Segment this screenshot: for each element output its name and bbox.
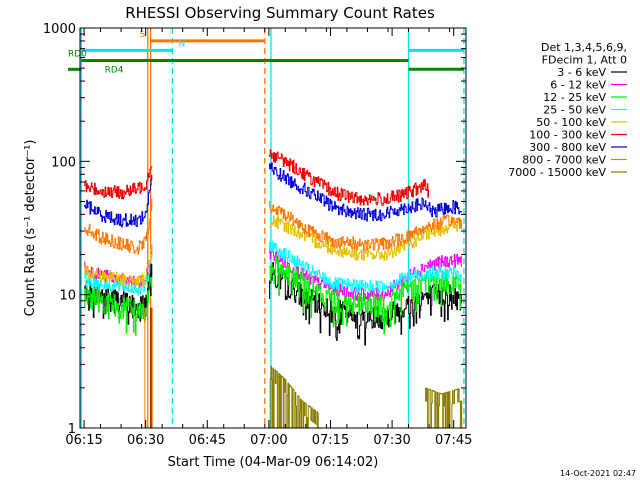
legend-entry-label: 12 - 25 keV xyxy=(543,91,606,104)
x-tick-label: 06:45 xyxy=(189,433,226,448)
x-tick-label: 06:15 xyxy=(65,433,102,448)
flag-label: RD0 xyxy=(68,50,87,60)
series-line-800-7000 xyxy=(84,198,153,255)
y-tick-label: 100 xyxy=(51,155,76,170)
series-line-100-300 xyxy=(84,166,153,200)
y-tick-label: 10 xyxy=(59,289,76,304)
series-line-3-6 xyxy=(268,262,462,346)
series-line-800-7000 xyxy=(268,200,462,251)
series-line-100-300 xyxy=(268,149,429,206)
flag-label: N xyxy=(179,39,186,49)
series-line-12-25 xyxy=(84,277,153,336)
y-axis-label: Count Rate (s⁻¹ detector⁻¹) xyxy=(23,140,38,317)
legend-entry-label: 7000 - 15000 keV xyxy=(508,166,606,179)
legend-entry-label: 3 - 6 keV xyxy=(557,66,606,79)
flag-label: RD4 xyxy=(105,65,124,75)
series-line-12-25 xyxy=(268,255,462,335)
legend-entry-label: 6 - 12 keV xyxy=(550,79,606,92)
series-line-300-800 xyxy=(268,162,462,222)
legend-header: FDecim 1, Att 0 xyxy=(542,54,627,67)
legend-header: Det 1,3,4,5,6,9, xyxy=(541,41,627,54)
series-line-7000-15000 xyxy=(268,365,319,428)
series-line-300-800 xyxy=(84,174,153,228)
y-tick-label: 1000 xyxy=(43,22,76,37)
legend-entry-label: 100 - 300 keV xyxy=(529,129,606,142)
x-tick-label: 07:45 xyxy=(435,433,472,448)
legend-entry-label: 300 - 800 keV xyxy=(529,141,606,154)
series-line-50-100 xyxy=(84,245,153,289)
series-line-25-50 xyxy=(268,240,462,294)
series-line-7000-15000 xyxy=(424,387,463,428)
legend-entry-label: 50 - 100 keV xyxy=(536,116,606,129)
legend-entry-label: 800 - 7000 keV xyxy=(522,154,606,167)
x-tick-label: 07:30 xyxy=(373,433,410,448)
flag-label: S xyxy=(140,30,146,40)
x-tick-label: 07:00 xyxy=(250,433,287,448)
chart-title: RHESSI Observing Summary Count Rates xyxy=(125,4,435,22)
x-tick-label: 07:15 xyxy=(312,433,349,448)
plot-frame xyxy=(79,27,467,429)
legend-entry-label: 25 - 50 keV xyxy=(543,104,606,117)
series-line-50-100 xyxy=(268,215,462,261)
y-tick-label: 1 xyxy=(68,422,76,437)
x-tick-label: 06:30 xyxy=(127,433,164,448)
footer-date: 14-Oct-2021 02:47 xyxy=(560,469,636,478)
x-axis-label: Start Time (04-Mar-09 06:14:02) xyxy=(168,455,379,470)
series-line-25-50 xyxy=(84,253,153,296)
